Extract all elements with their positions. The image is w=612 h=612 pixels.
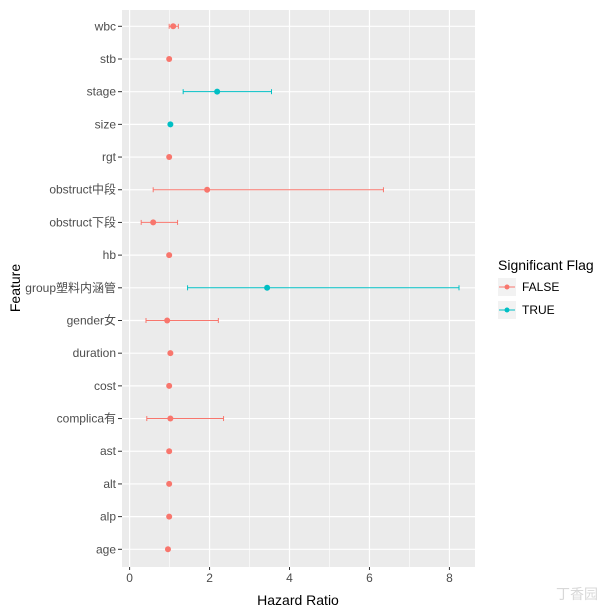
x-tick-label: 2 [206,571,213,585]
y-tick-label: cost [94,379,117,393]
hazard-point [204,186,211,193]
y-tick-label: ast [100,444,117,458]
hazard-point [150,219,157,226]
hazard-point [214,88,221,95]
legend-title: Significant Flag [498,257,594,273]
y-tick-label: group塑料内涵管 [25,280,116,295]
x-axis-title: Hazard Ratio [257,592,339,608]
y-tick-label: rgt [102,150,117,164]
x-tick-label: 4 [286,571,293,585]
hazard-point [166,154,173,161]
watermark-logo: 丁香园 [556,587,598,603]
y-tick-label: alt [103,477,116,491]
hazard-point [164,546,171,553]
y-tick-label: complica有 [57,412,116,426]
y-tick-label: age [96,542,116,556]
hazard-point [166,480,173,487]
y-tick-label: obstruct中段 [49,182,116,197]
hazard-point [264,284,271,291]
hazard-point [166,448,173,455]
hazard-point [167,350,174,357]
legend: Significant Flag FALSE TRUE [498,257,594,319]
y-tick-label: obstruct下段 [49,214,116,229]
legend-label: FALSE [522,280,559,294]
hazard-point [166,513,173,520]
y-axis-title: Feature [7,264,23,312]
x-tick-label: 0 [126,571,133,585]
y-tick-label: wbc [94,19,116,33]
x-tick-label: 6 [366,571,373,585]
y-tick-label: size [95,117,117,131]
y-tick-label: alp [100,510,116,524]
hazard-point [164,317,171,324]
x-tick-label: 8 [446,571,453,585]
legend-key-point [504,307,510,313]
y-tick-label: gender女 [67,312,116,327]
legend-key-point [504,284,510,290]
hazard-point [170,23,177,30]
plot-panel [122,10,475,567]
hazard-point [167,415,174,422]
hazard-point [167,121,174,128]
y-tick-label: stb [100,52,116,66]
hazard-point [166,382,173,389]
y-tick-label: stage [87,85,117,99]
hazard-point [166,252,173,259]
legend-label: TRUE [522,303,555,317]
y-tick-label: duration [73,346,116,360]
hazard-point [166,55,173,62]
y-tick-label: hb [103,248,117,262]
